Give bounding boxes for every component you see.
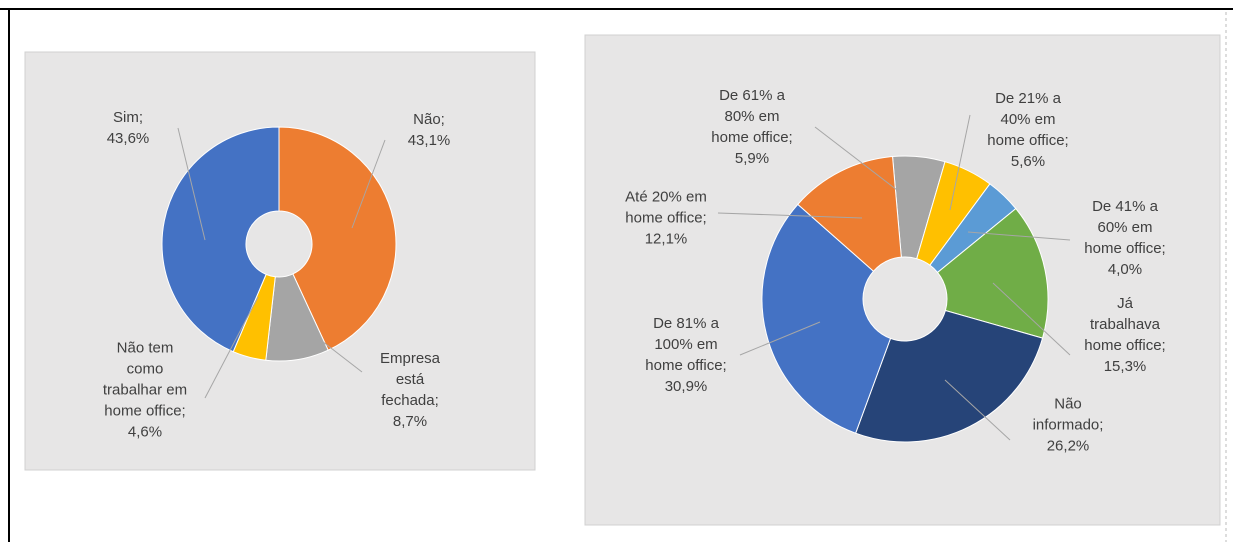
slice: [936, 207, 1049, 339]
data-label: Até 20% em home office; 12,1%: [625, 188, 707, 248]
data-label: Não informado; 26,2%: [1032, 395, 1104, 455]
data-label: Sim; 43,6%: [106, 109, 150, 147]
data-label: Não; 43,1%: [407, 111, 451, 149]
leader-line: [177, 127, 206, 241]
slice: [278, 126, 397, 351]
leader-line: [944, 379, 1011, 441]
data-label: Já trabalhava home office; 15,3%: [1084, 295, 1166, 375]
slice: [797, 156, 902, 272]
data-label: De 21% a 40% em home office; 5,6%: [987, 90, 1069, 170]
leader-line: [204, 296, 259, 399]
slice: [761, 203, 892, 434]
panel: [24, 51, 536, 471]
leader-line: [814, 126, 898, 191]
leader-line: [739, 321, 821, 356]
leader-line: [351, 139, 386, 229]
data-label: Não tem como trabalhar em home office; 4…: [102, 339, 188, 441]
leader-line: [717, 212, 863, 219]
data-label: De 41% a 60% em home office; 4,0%: [1084, 198, 1166, 278]
panel: [584, 34, 1221, 526]
leader-line: [949, 114, 971, 211]
data-label: De 61% a 80% em home office; 5,9%: [711, 87, 793, 167]
leader-line: [967, 231, 1071, 241]
data-label: Empresa está fechada; 8,7%: [379, 350, 441, 430]
leader-line: [317, 337, 363, 373]
leader-line: [992, 282, 1071, 356]
data-label: De 81% a 100% em home office; 30,9%: [645, 315, 727, 395]
slice: [854, 309, 1044, 443]
